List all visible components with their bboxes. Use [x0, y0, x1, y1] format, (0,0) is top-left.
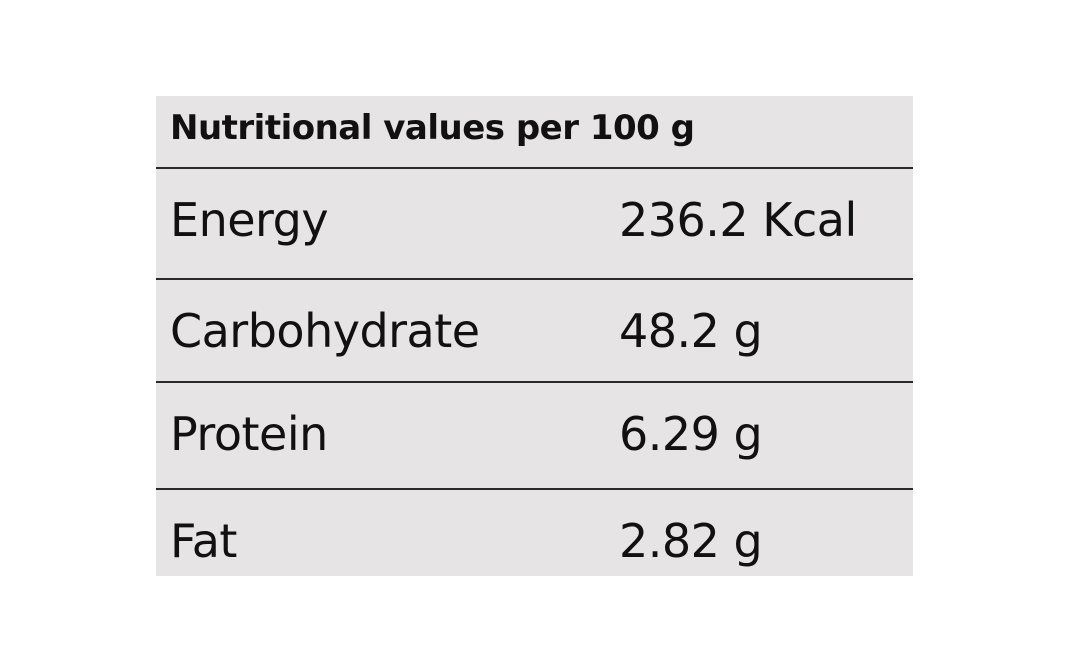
table-row: Protein 6.29 g — [156, 383, 913, 491]
table-row: Carbohydrate 48.2 g — [156, 280, 913, 388]
nutrient-name: Fat — [170, 514, 237, 568]
nutrient-name: Energy — [170, 193, 329, 247]
nutrient-name: Protein — [170, 407, 328, 461]
nutrition-table: Nutritional values per 100 g Energy 236.… — [156, 96, 913, 576]
nutrient-value: 236.2 Kcal — [619, 193, 857, 247]
divider — [156, 381, 913, 383]
nutrient-value: 48.2 g — [619, 304, 763, 358]
table-row: Fat 2.82 g — [156, 490, 913, 598]
divider — [156, 167, 913, 169]
table-title: Nutritional values per 100 g — [170, 108, 695, 148]
divider — [156, 488, 913, 490]
nutrient-name: Carbohydrate — [170, 304, 480, 358]
table-row: Energy 236.2 Kcal — [156, 169, 913, 277]
table-header: Nutritional values per 100 g — [156, 96, 913, 167]
nutrient-value: 6.29 g — [619, 407, 763, 461]
divider — [156, 278, 913, 280]
nutrient-value: 2.82 g — [619, 514, 763, 568]
